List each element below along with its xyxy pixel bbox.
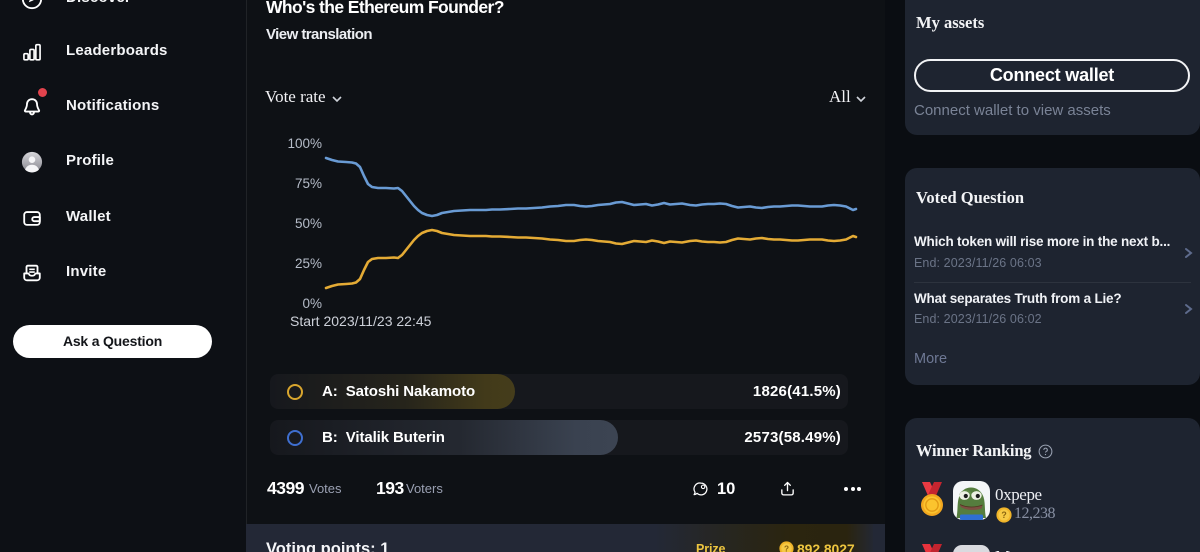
svg-text:?: ? <box>1001 510 1006 520</box>
svg-text:?: ? <box>784 545 789 552</box>
